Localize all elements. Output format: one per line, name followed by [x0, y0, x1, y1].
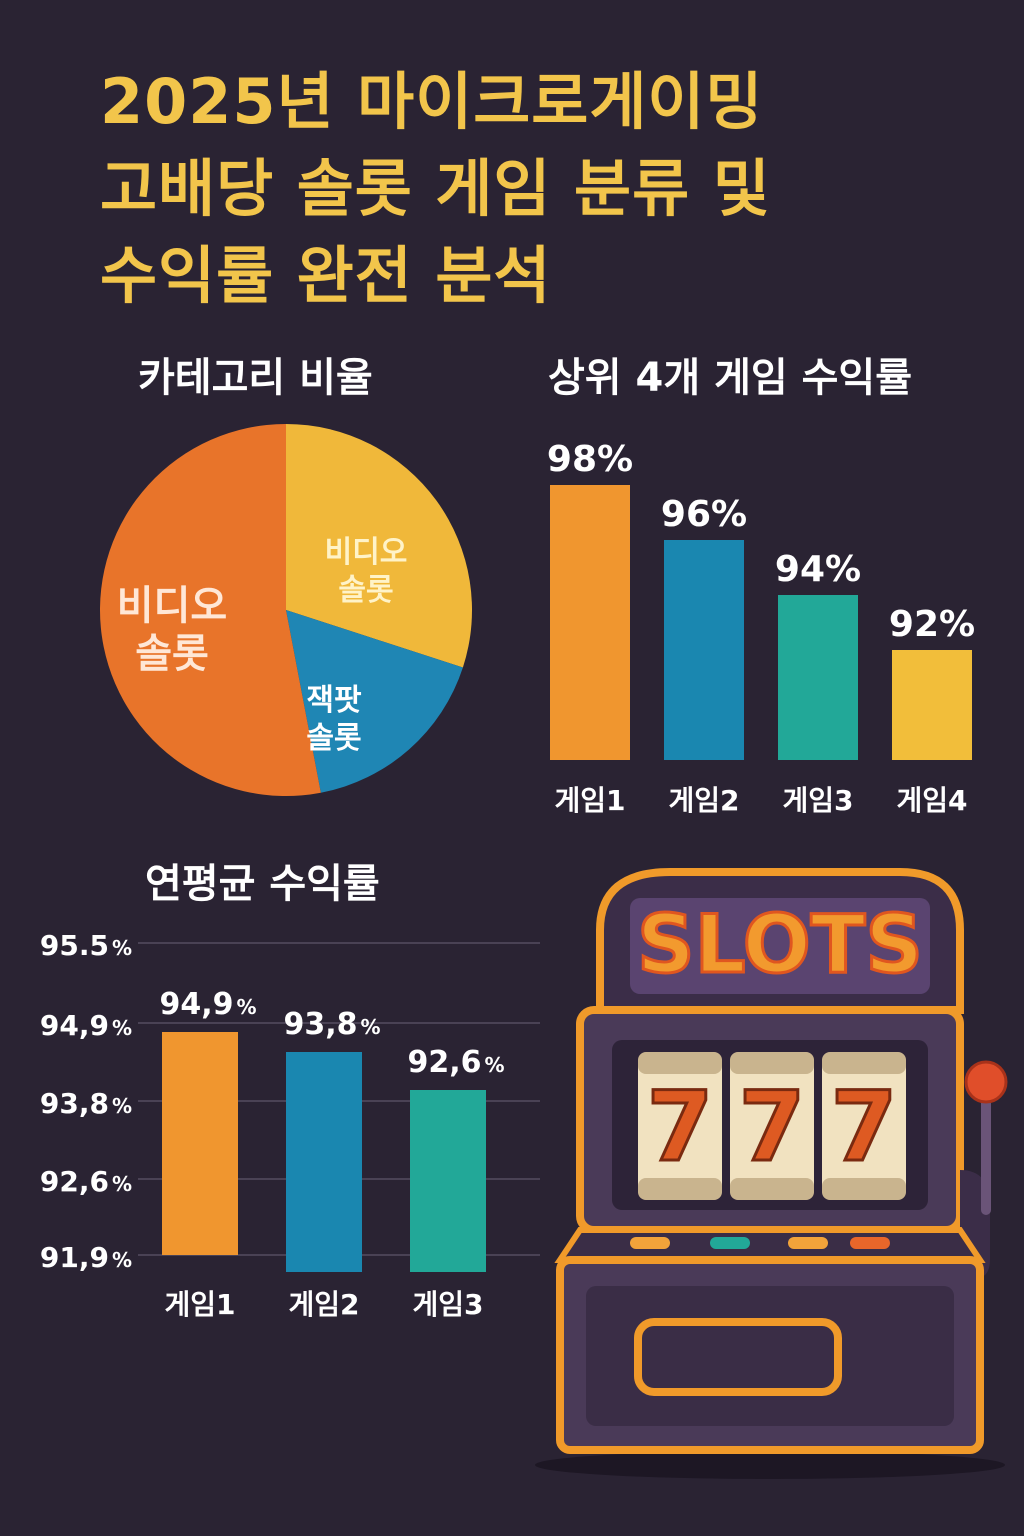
slot-button-4[interactable] [850, 1237, 890, 1249]
avg-ytick-4: 92,6% [40, 1165, 132, 1198]
slot-reel-1: 7 [638, 1052, 722, 1200]
slot-reel-3: 7 [822, 1052, 906, 1200]
avg-bar-3 [410, 1090, 486, 1272]
avg-bar-2 [286, 1052, 362, 1272]
slot-reel-1-symbol: 7 [647, 1071, 714, 1183]
avg-bar-1 [162, 1032, 238, 1255]
slot-lever-knob[interactable] [964, 1060, 1008, 1104]
top4-bar-2 [664, 540, 744, 760]
slot-sign-text: SLOTS [637, 898, 923, 991]
top4-bar-4 [892, 650, 972, 760]
average-bar-chart: 95.5 % 94,9 % 93,8 % 92,6 % 91,9 % 94,9 % 게임1 93,8 % 게임… [40, 929, 540, 1321]
slot-button-1[interactable] [630, 1237, 670, 1249]
top4-category-label-2: 게임2 [668, 784, 739, 817]
top4-value-label-3: 94% [775, 549, 861, 590]
avg-chart-title: 연평균 수익률 [145, 861, 380, 907]
slot-button-ledge [554, 1227, 986, 1263]
slot-shadow [535, 1451, 1005, 1479]
avg-value-label-3: 92,6% [407, 1045, 504, 1080]
top4-bar-chart: 98% 게임1 96% 게임2 94% 게임3 92% 게임4 [547, 439, 975, 817]
pie-slice-2-label-2: 솔롯 [306, 721, 361, 756]
avg-ytick-1: 95.5% [40, 929, 132, 962]
pie-slice-2-label-1: 잭팟 [306, 683, 362, 718]
slot-reel-2-symbol: 7 [739, 1071, 806, 1183]
avg-value-label-1: 94,9% [159, 987, 256, 1022]
slot-button-3[interactable] [788, 1237, 828, 1249]
slot-machine-illustration: SLOTS 7 7 7 [535, 868, 1008, 1479]
top4-value-label-4: 92% [889, 604, 975, 645]
avg-ytick-2: 94,9% [40, 1009, 132, 1042]
top4-bar-1 [550, 485, 630, 760]
title-line-1: 2025년 마이크로게이밍 [100, 65, 764, 138]
pie-slice-2 [286, 610, 463, 793]
slot-lever-arm [981, 1090, 991, 1215]
pie-slice-3 [99, 424, 321, 796]
page-title: 2025년 마이크로게이밍 고배당 솔롯 게임 분류 및 수익률 완전 분석 [100, 58, 980, 319]
avg-value-label-2: 93,8% [283, 1007, 380, 1042]
pie-slice-1-label-2: 솔롯 [338, 573, 393, 608]
top4-value-label-2: 96% [661, 494, 747, 535]
title-line-2: 고배당 솔롯 게임 분류 및 [100, 152, 771, 225]
slot-coin-tray [634, 1318, 842, 1396]
slot-reel-2: 7 [730, 1052, 814, 1200]
avg-ytick-3: 93,8% [40, 1087, 132, 1120]
top4-category-label-3: 게임3 [782, 784, 853, 817]
top4-bar-3 [778, 595, 858, 760]
top4-category-label-1: 게임1 [554, 784, 625, 817]
slot-sign-panel [630, 898, 930, 994]
avg-ytick-5: 91,9% [40, 1241, 132, 1274]
slot-button-2[interactable] [710, 1237, 750, 1249]
pie-slice-1 [286, 424, 473, 668]
avg-category-label-3: 게임3 [412, 1288, 483, 1321]
pie-slice-1-label-1: 비디오 [325, 535, 408, 570]
avg-category-label-2: 게임2 [288, 1288, 359, 1321]
avg-category-label-1: 게임1 [164, 1288, 235, 1321]
pie-slice-3-label-1: 비디오 [117, 583, 227, 629]
bar-chart-title: 상위 4개 게임 수익률 [548, 355, 913, 401]
pie-chart-title: 카테고리 비율 [138, 355, 373, 401]
title-line-3: 수익률 완전 분석 [100, 239, 552, 312]
pie-slice-3-label-2: 솔롯 [135, 631, 209, 677]
slot-reel-3-symbol: 7 [831, 1071, 898, 1183]
top4-category-label-4: 게임4 [896, 784, 967, 817]
top4-value-label-1: 98% [547, 439, 633, 480]
